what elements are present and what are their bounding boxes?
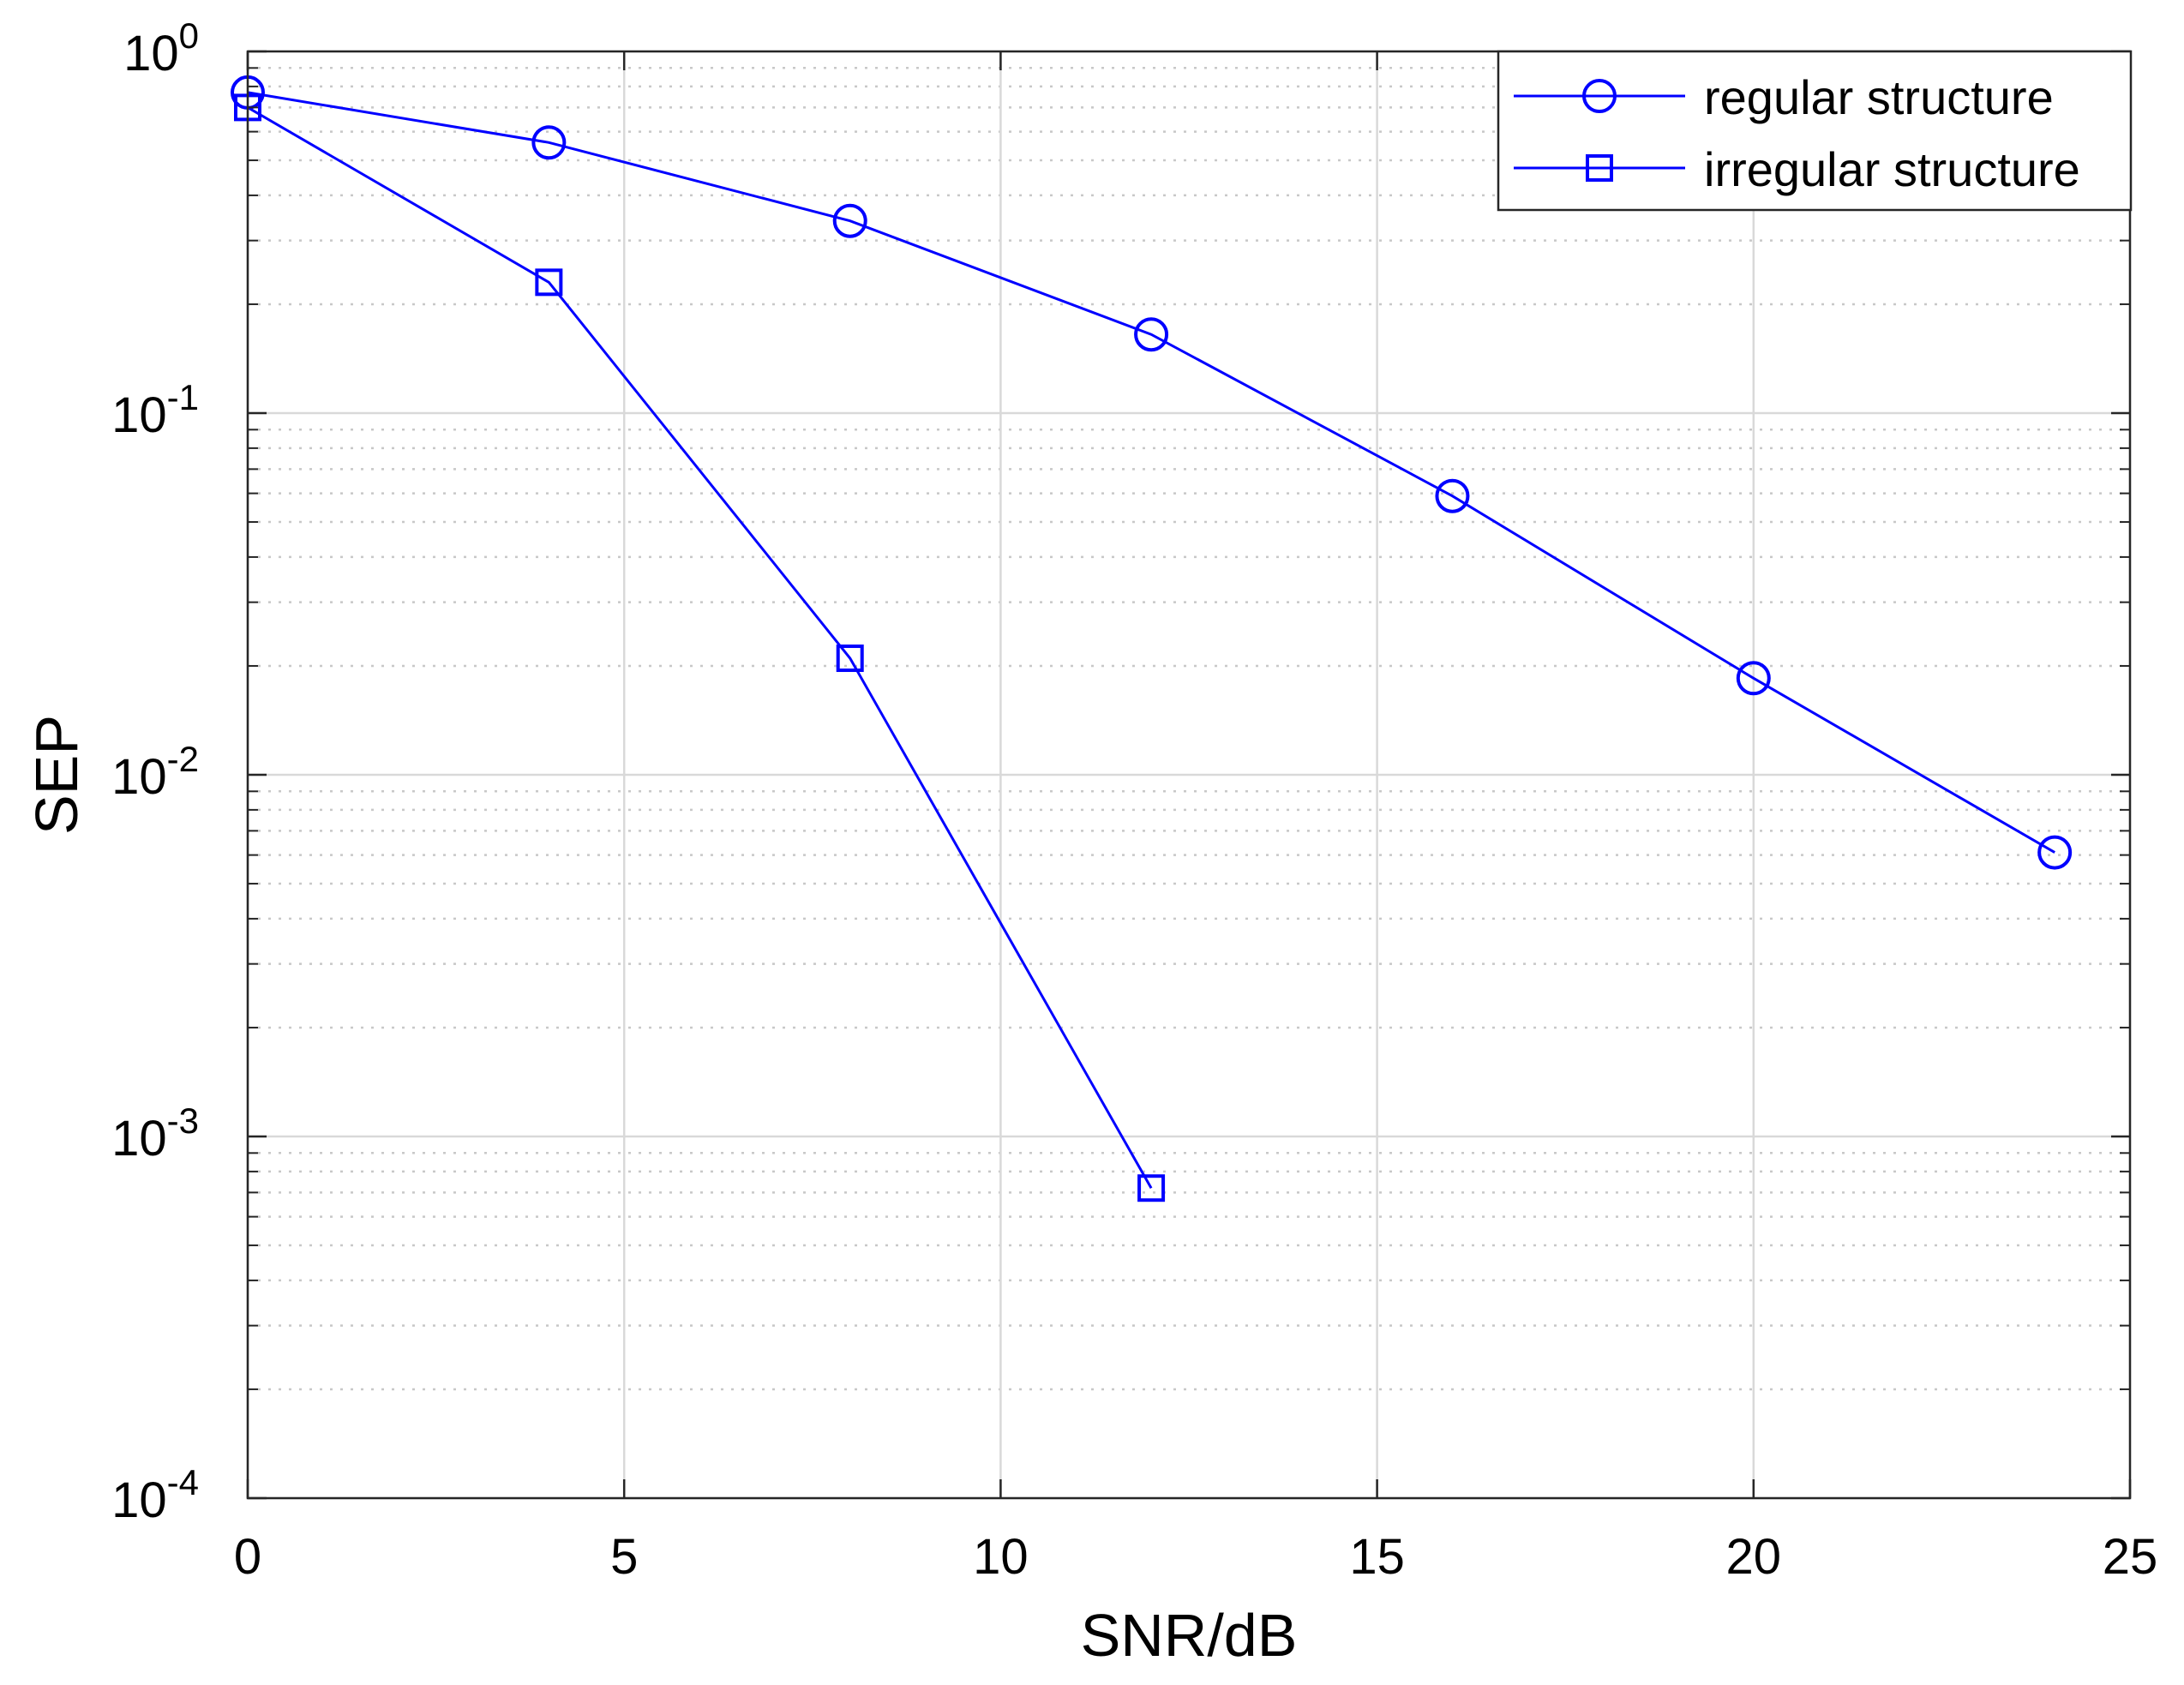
legend-label: regular structure — [1704, 70, 2054, 124]
data-point-circle — [531, 125, 567, 160]
series-line — [247, 106, 1153, 1189]
data-point-square — [836, 645, 864, 673]
legend-item: irregular structure — [1514, 142, 2080, 196]
data-point-circle — [1435, 478, 1470, 513]
data-point-circle — [832, 203, 867, 238]
x-tick-label: 5 — [610, 1529, 638, 1585]
legend: regular structure irregular structure — [1497, 50, 2133, 212]
x-tick-label: 25 — [2103, 1529, 2158, 1585]
data-point-square — [535, 268, 563, 297]
series-line — [247, 91, 2055, 854]
y-tick-label: 10-4 — [111, 1462, 199, 1528]
x-tick-label: 15 — [1349, 1529, 1405, 1585]
data-point-circle — [2037, 835, 2073, 870]
x-tick-label: 10 — [973, 1529, 1029, 1585]
series-1 — [231, 75, 2073, 870]
legend-box — [1497, 50, 2133, 212]
x-tick-labels: 0 5 10 15 20 25 — [234, 1529, 2157, 1585]
y-tick-label: 10-2 — [111, 739, 199, 805]
legend-marker-circle — [1582, 79, 1617, 113]
legend-item: regular structure — [1514, 70, 2054, 124]
x-tick-label: 0 — [234, 1529, 261, 1585]
y-tick-labels: 10-4 10-3 10-2 10-1 100 — [111, 15, 199, 1528]
data-point-circle — [1736, 661, 1771, 696]
y-tick-label: 100 — [123, 15, 199, 81]
data-point-square — [1137, 1174, 1166, 1202]
legend-marker-square — [1586, 154, 1613, 182]
y-tick-label: 10-1 — [111, 377, 199, 443]
series-layer — [231, 75, 2073, 1202]
y-axis-label: SEP — [23, 715, 90, 835]
x-axis-label: SNR/dB — [1081, 1602, 1298, 1669]
x-tick-label: 20 — [1726, 1529, 1782, 1585]
legend-label: irregular structure — [1704, 142, 2080, 196]
y-tick-label: 10-3 — [111, 1100, 199, 1166]
data-point-circle — [1134, 317, 1169, 352]
